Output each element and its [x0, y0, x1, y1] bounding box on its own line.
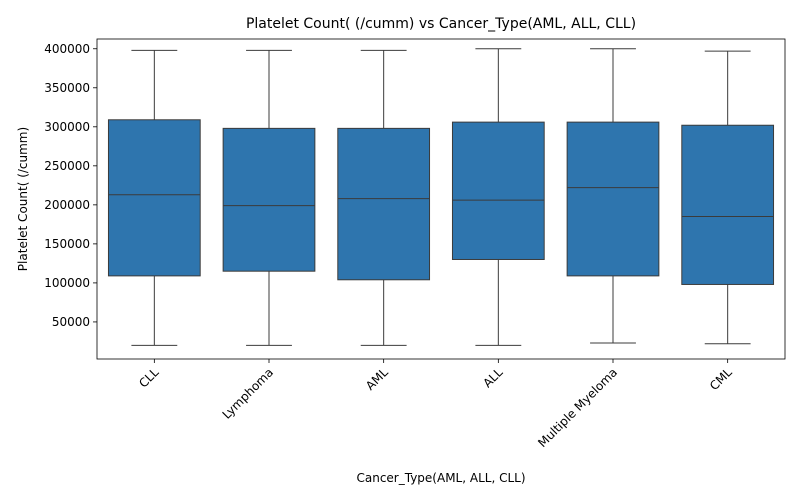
box-group-multiple-myeloma [566, 48, 660, 344]
box-iqr [681, 124, 775, 285]
box-group-all [451, 48, 545, 346]
x-tick-label: CLL [136, 365, 162, 391]
box-group-cml [681, 50, 775, 345]
y-tick-label: 50000 [52, 315, 90, 329]
box-iqr [222, 127, 316, 272]
chart-title: Platelet Count( (/cumm) vs Cancer_Type(A… [246, 16, 636, 32]
y-axis: 50000 100000 150000 200000 250000 300000 35000… [44, 42, 97, 329]
y-tick-label: 250000 [44, 159, 90, 173]
box-group-lymphoma [222, 49, 316, 346]
x-tick-label: AML [363, 365, 391, 393]
x-axis: CLL Lymphoma AML ALL Multiple Myeloma CML [136, 359, 735, 450]
y-tick-label: 100000 [44, 276, 90, 290]
x-tick-label: ALL [480, 365, 505, 390]
y-tick-label: 300000 [44, 120, 90, 134]
plot-area-frame [96, 38, 786, 360]
box-iqr [337, 127, 431, 281]
y-tick-label: 400000 [44, 42, 90, 56]
x-tick-label: Lymphoma [220, 365, 277, 422]
y-axis-label: Platelet Count( (/cumm) [16, 127, 30, 271]
x-tick-label: CML [707, 365, 735, 393]
x-axis-label: Cancer_Type(AML, ALL, CLL) [356, 471, 525, 485]
box-group-aml [337, 49, 431, 346]
box-iqr [107, 119, 201, 277]
box-iqr [566, 121, 660, 277]
y-tick-label: 150000 [44, 237, 90, 251]
x-tick-label: Multiple Myeloma [535, 365, 620, 450]
box-group-cll [107, 49, 201, 346]
box-iqr [451, 121, 545, 260]
y-tick-label: 350000 [44, 81, 90, 95]
boxes-layer [107, 48, 775, 346]
y-tick-label: 200000 [44, 198, 90, 212]
